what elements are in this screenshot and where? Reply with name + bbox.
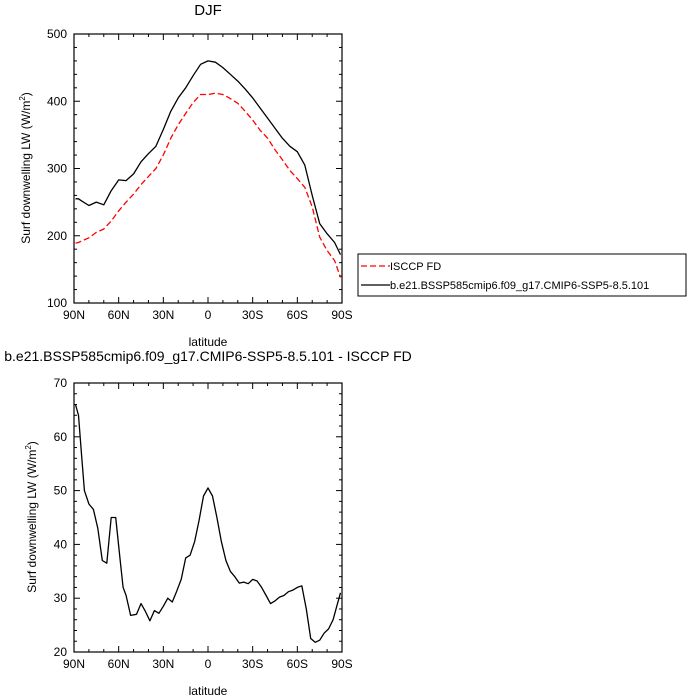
top-y-tick-label: 100	[47, 296, 67, 310]
top-x-tick-label: 90S	[331, 308, 352, 322]
bottom-y-tick-label: 60	[54, 430, 68, 444]
bottom-y-tick-label: 70	[54, 376, 68, 390]
top-chart-title: DJF	[194, 2, 222, 19]
bottom-series-line-0	[74, 404, 342, 643]
bottom-x-tick-label: 60N	[108, 657, 130, 671]
legend: ISCCP FD b.e21.BSSP585cmip6.f09_g17.CMIP…	[357, 253, 687, 297]
top-x-tick-label: 0	[205, 308, 212, 322]
bottom-y-axis-label-close: )	[25, 441, 39, 445]
bottom-chart: b.e21.BSSP585cmip6.f09_g17.CMIP6-SSP5-8.…	[4, 348, 412, 698]
bottom-x-tick-label: 30N	[152, 657, 174, 671]
bottom-x-tick-label: 0	[205, 657, 212, 671]
bottom-chart-title: b.e21.BSSP585cmip6.f09_g17.CMIP6-SSP5-8.…	[4, 348, 412, 364]
top-series-line-0	[75, 92, 342, 278]
bottom-y-tick-label: 40	[54, 537, 68, 551]
top-x-tick-label: 30N	[152, 308, 174, 322]
top-y-axis-label-close: )	[19, 92, 33, 96]
top-plot-frame	[73, 33, 343, 304]
bottom-x-tick-label: 30S	[242, 657, 263, 671]
bottom-x-tick-label: 90N	[63, 657, 85, 671]
top-x-tick-label: 30S	[242, 308, 263, 322]
top-y-tick-label: 200	[47, 229, 67, 243]
bottom-x-tick-label: 90S	[331, 657, 352, 671]
legend-box	[357, 253, 687, 297]
top-y-tick-label: 500	[47, 27, 67, 41]
bottom-y-axis-label-main: Surf downwelling LW (W/m	[25, 450, 39, 593]
bottom-y-axis-label-sup: 2	[24, 445, 33, 450]
legend-label-isccp: ISCCP FD	[390, 261, 441, 273]
top-y-tick-label: 300	[47, 162, 67, 176]
top-chart: DJF 90N 60N 30N 0 30S 60S 90S 100 200 300 400 500 l…	[18, 2, 687, 349]
top-x-tick-label: 60S	[287, 308, 308, 322]
bottom-y-tick-label: 50	[54, 484, 68, 498]
top-series-line-1	[75, 60, 342, 255]
bottom-y-axis-label: Surf downwelling LW (W/m2)	[24, 441, 39, 593]
legend-label-model: b.e21.BSSP585cmip6.f09_g17.CMIP6-SSP5-8.…	[390, 280, 649, 292]
top-y-tick-label: 400	[47, 94, 67, 108]
top-y-axis-label: Surf downwelling LW (W/m2)	[18, 92, 33, 244]
bottom-plot-frame	[73, 382, 343, 653]
bottom-chart-marks: 90N 60N 30N 0 30S 60S 90S 20 30 40 50 60 70	[54, 376, 353, 671]
top-y-axis-label-main: Surf downwelling LW (W/m	[19, 101, 33, 244]
bottom-y-tick-label: 30	[54, 591, 68, 605]
top-x-tick-label: 90N	[63, 308, 85, 322]
bottom-y-tick-label: 20	[54, 645, 68, 659]
top-x-tick-label: 60N	[108, 308, 130, 322]
top-chart-marks: 90N 60N 30N 0 30S 60S 90S 100 200 300 400 500	[47, 27, 353, 322]
top-x-axis-label: latitude	[189, 335, 228, 349]
top-y-axis-label-sup: 2	[18, 96, 27, 101]
bottom-x-tick-label: 60S	[287, 657, 308, 671]
bottom-x-axis-label: latitude	[189, 684, 228, 698]
